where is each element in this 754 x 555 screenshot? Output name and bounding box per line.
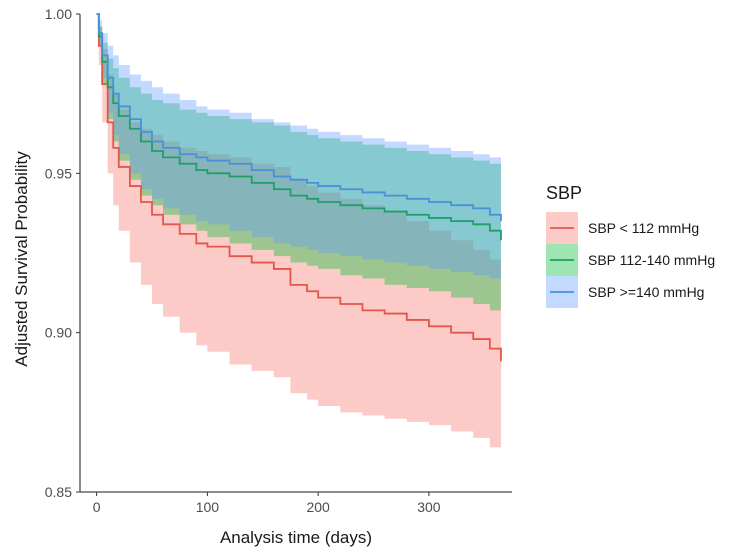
x-tick-label: 0 bbox=[93, 499, 101, 515]
x-ticks: 0 100 200 300 bbox=[93, 492, 441, 515]
y-tick-label: 1.00 bbox=[45, 6, 72, 22]
confidence-band-1 bbox=[96, 14, 501, 457]
y-tick-label: 0.95 bbox=[45, 165, 72, 181]
survival-curves bbox=[96, 13, 502, 362]
legend-item-3: SBP >=140 mmHg bbox=[546, 276, 704, 308]
confidence-band-2 bbox=[96, 14, 501, 320]
legend: SBP SBP < 112 mmHg SBP 112-140 mmHg SBP >=… bbox=[546, 183, 715, 308]
x-tick-label: 300 bbox=[417, 499, 441, 515]
legend-title: SBP bbox=[546, 183, 582, 203]
y-ticks: 0.85 0.90 0.95 1.00 bbox=[45, 6, 80, 500]
axes: 0.85 0.90 0.95 1.00 0 100 200 300 bbox=[45, 6, 512, 515]
y-axis-title: Adjusted Survival Probability bbox=[12, 151, 31, 367]
survival-curve-3 bbox=[96, 13, 502, 222]
confidence-bands bbox=[96, 14, 501, 457]
x-axis-title: Analysis time (days) bbox=[220, 528, 372, 547]
legend-label: SBP < 112 mmHg bbox=[588, 220, 699, 236]
x-tick-label: 200 bbox=[306, 499, 330, 515]
legend-item-1: SBP < 112 mmHg bbox=[546, 212, 699, 244]
legend-items: SBP < 112 mmHg SBP 112-140 mmHg SBP >=140 … bbox=[546, 212, 715, 308]
y-tick-label: 0.90 bbox=[45, 325, 72, 341]
confidence-band-3 bbox=[96, 14, 501, 289]
x-tick-label: 100 bbox=[196, 499, 220, 515]
y-tick-label: 0.85 bbox=[45, 484, 72, 500]
legend-label: SBP >=140 mmHg bbox=[588, 284, 704, 300]
legend-label: SBP 112-140 mmHg bbox=[588, 252, 715, 268]
legend-item-2: SBP 112-140 mmHg bbox=[546, 244, 715, 276]
survival-curve-1 bbox=[96, 13, 502, 362]
